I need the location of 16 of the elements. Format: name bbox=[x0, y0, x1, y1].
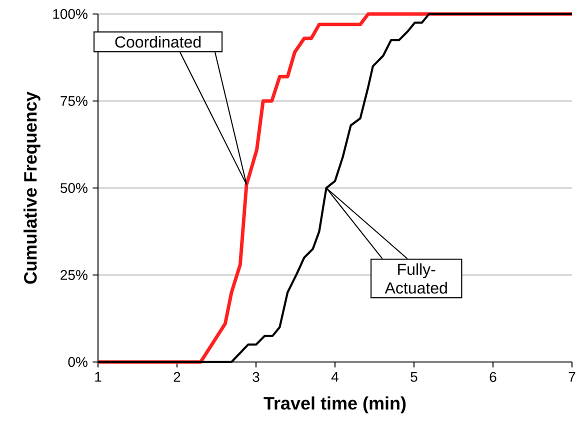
y-tick-label: 50% bbox=[60, 183, 88, 193]
y-tick-label: 75% bbox=[60, 96, 88, 106]
x-tick-label: 7 bbox=[568, 372, 576, 382]
x-tick-label: 6 bbox=[490, 372, 496, 382]
x-tick-label: 5 bbox=[410, 372, 418, 382]
x-tick-label: 3 bbox=[252, 372, 260, 382]
y-axis-title: Cumulative Frequency bbox=[24, 92, 40, 284]
x-tick-label: 1 bbox=[95, 372, 102, 382]
y-tick-label: 25% bbox=[60, 270, 88, 280]
x-tick-label: 4 bbox=[331, 372, 338, 382]
x-tick-label: 2 bbox=[174, 372, 180, 382]
y-tick-label: 100% bbox=[53, 9, 88, 19]
x-axis-title: Travel time (min) bbox=[264, 396, 406, 414]
y-tick-label: 0% bbox=[68, 357, 88, 367]
annotation: Coordinated bbox=[115, 36, 201, 48]
annotation: Fully-Actuated bbox=[384, 263, 447, 294]
